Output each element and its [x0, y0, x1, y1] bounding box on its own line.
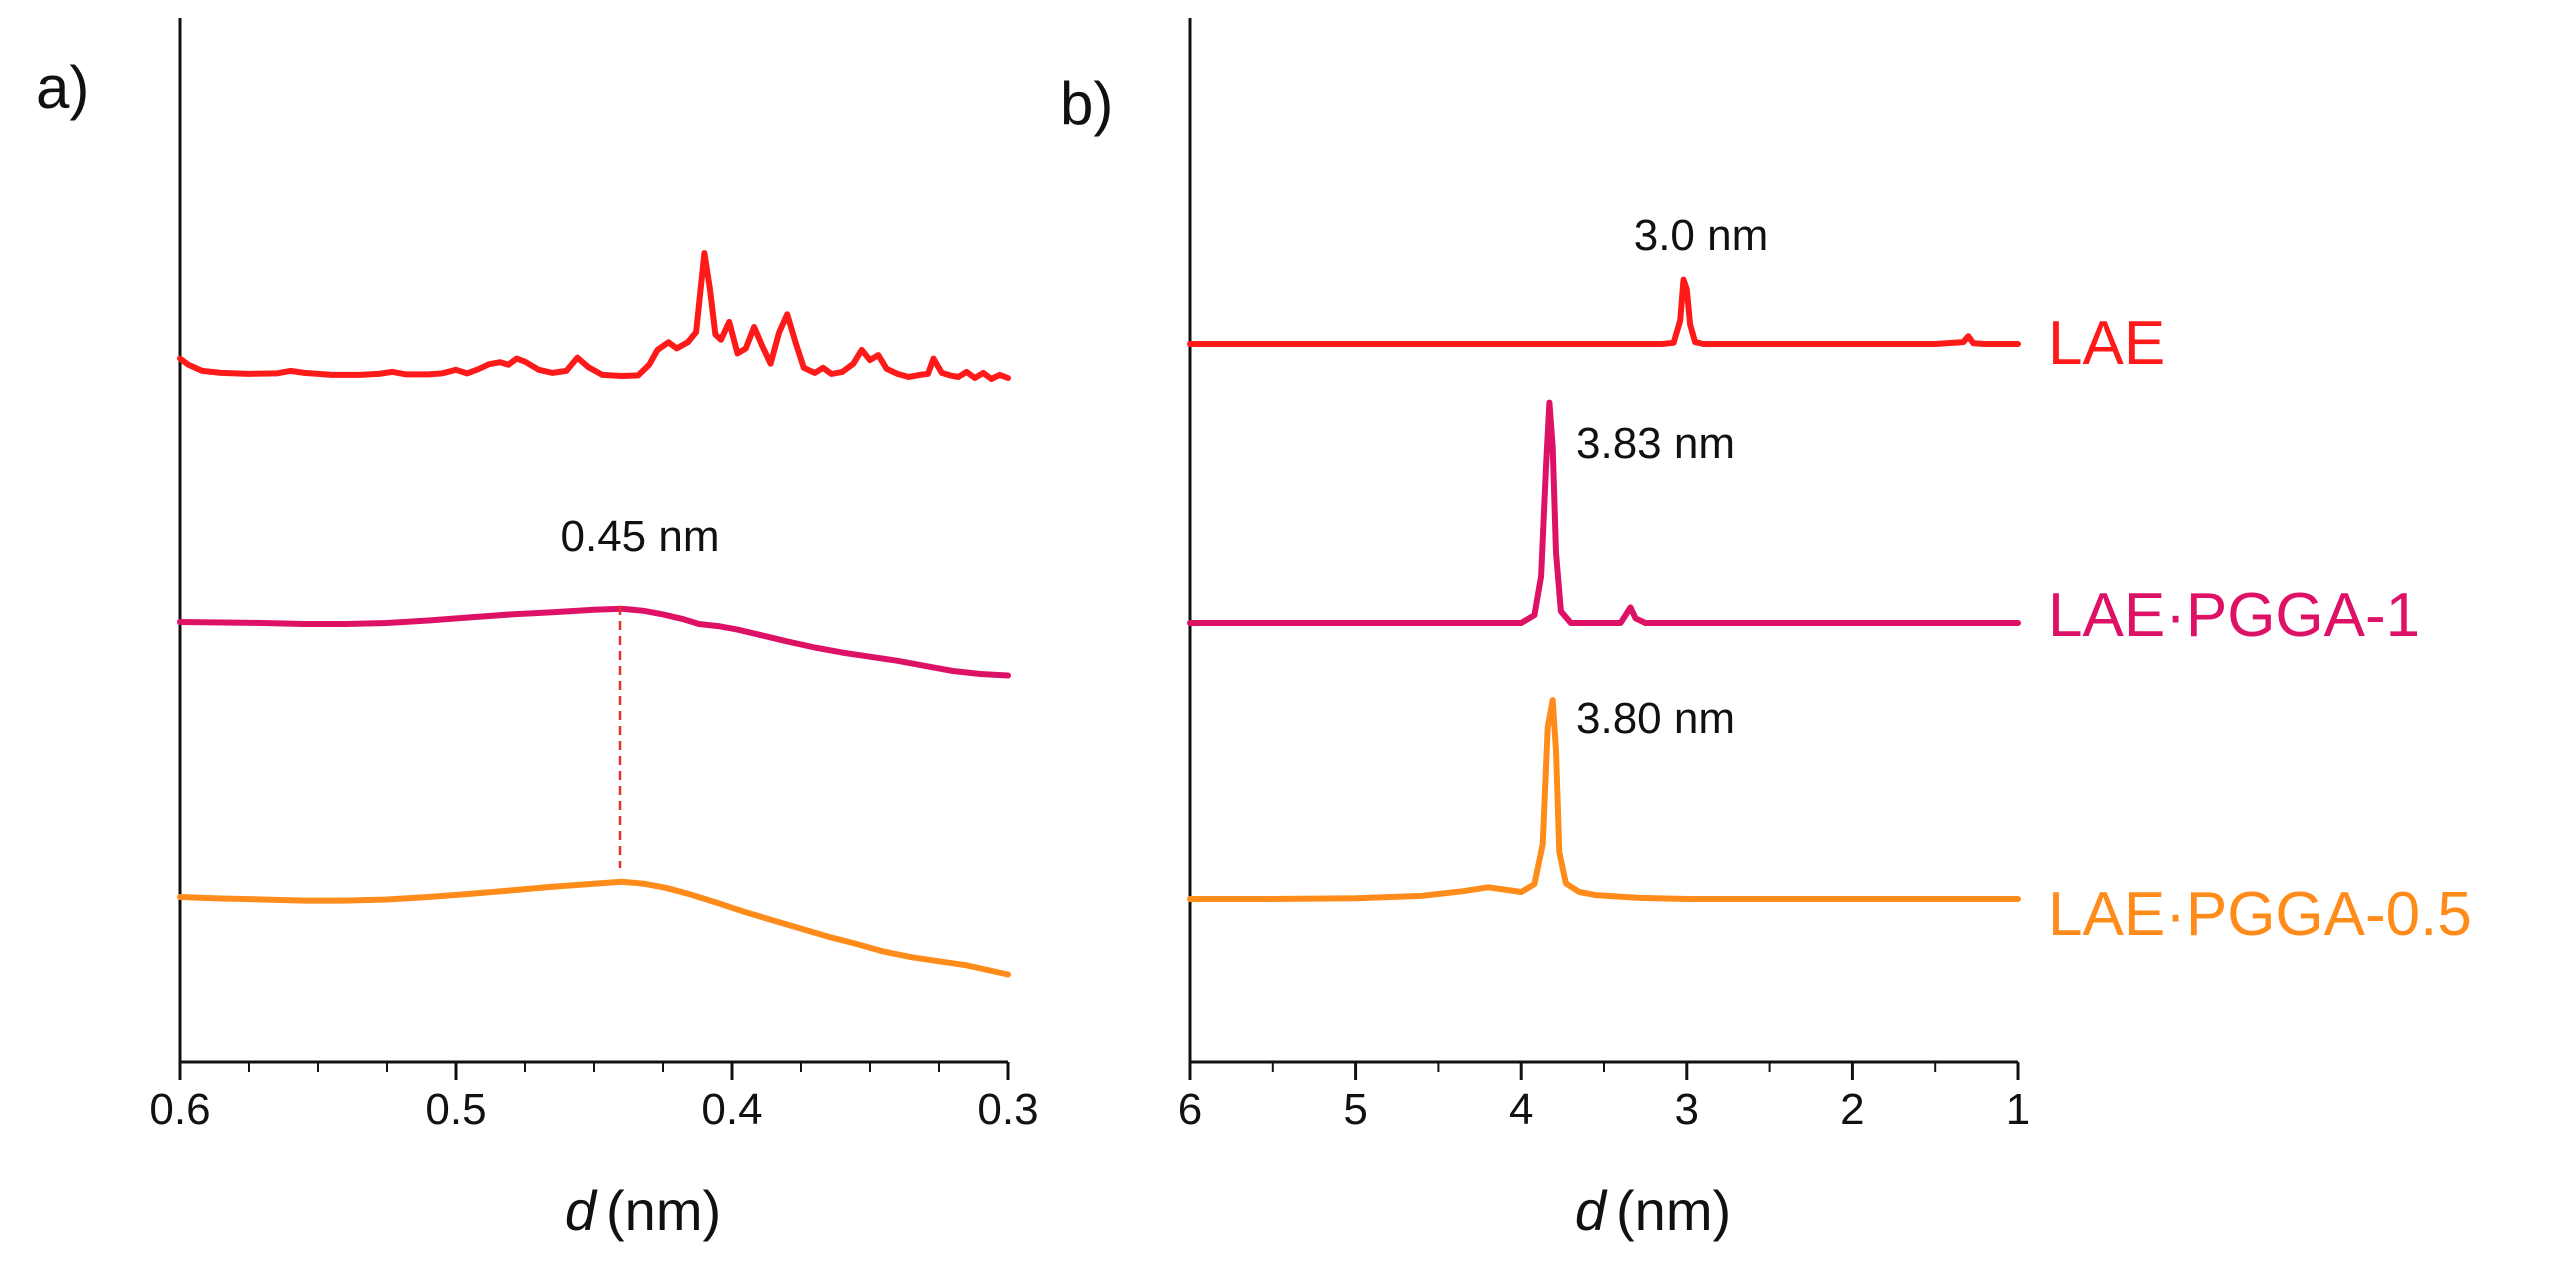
panel-b-x-label: d (nm)	[1575, 1179, 1731, 1242]
panel-b-x-label-symbol: d	[1575, 1179, 1608, 1242]
panel-a: a) 0.45 nm 0.6 0.5 0.4 0.3 d (nm)	[36, 18, 1039, 1242]
panel-b-axis-frame	[1188, 18, 2018, 1064]
panel-b-trace-lae-pgga-1	[1187, 399, 2021, 626]
panel-b-tick-label-2: 4	[1509, 1085, 1533, 1134]
panel-a-tick-label-3: 0.3	[977, 1085, 1038, 1134]
panel-b-peak-label-pgga-1: 3.83 nm	[1576, 419, 1735, 468]
panel-b-tick-label-1: 5	[1343, 1085, 1367, 1134]
panel-a-trace-lae-pgga-0-5	[177, 878, 1011, 978]
panel-b-tick-label-0: 6	[1178, 1085, 1202, 1134]
panel-b-trace-lae	[1187, 276, 2021, 347]
panel-a-tick-label-2: 0.4	[701, 1085, 762, 1134]
panel-a-tick-label-1: 0.5	[425, 1085, 486, 1134]
panel-b-peak-label-pgga-05: 3.80 nm	[1576, 694, 1735, 743]
legend-label-lae: LAE	[2048, 309, 2165, 378]
panel-b-tick-label-3: 3	[1675, 1085, 1699, 1134]
panel-a-x-label-unit: (nm)	[606, 1179, 721, 1242]
panel-a-x-label-symbol: d	[565, 1179, 598, 1242]
panel-b: b) 3.0 nm 3.83 nm 3.80 nm LAE LAE·PGGA-1…	[1060, 18, 2472, 1242]
panel-a-traces	[177, 250, 1011, 978]
panel-a-x-label: d (nm)	[565, 1179, 721, 1242]
panel-b-x-ticks: 6 5 4 3 2 1	[1178, 1062, 2030, 1134]
panel-a-letter: a)	[36, 54, 89, 121]
panel-b-trace-lae-pgga-0-5	[1187, 697, 2021, 902]
panel-b-tick-label-4: 2	[1840, 1085, 1864, 1134]
legend-label-pgga-05: LAE·PGGA-0.5	[2048, 880, 2472, 949]
panel-a-x-ticks: 0.6 0.5 0.4 0.3	[149, 1062, 1039, 1134]
panel-a-peak-annotation: 0.45 nm	[561, 512, 720, 561]
panel-a-trace-lae-pgga-1	[177, 605, 1011, 679]
panel-b-tick-label-5: 1	[2006, 1085, 2030, 1134]
panel-b-letter: b)	[1060, 70, 1113, 137]
panel-b-x-label-unit: (nm)	[1616, 1179, 1731, 1242]
panel-b-peak-label-lae: 3.0 nm	[1634, 211, 1769, 260]
panel-b-traces	[1187, 276, 2021, 902]
panel-a-tick-label-0: 0.6	[149, 1085, 210, 1134]
legend-label-pgga-1: LAE·PGGA-1	[2048, 581, 2420, 650]
panel-a-trace-lae	[177, 250, 1011, 382]
